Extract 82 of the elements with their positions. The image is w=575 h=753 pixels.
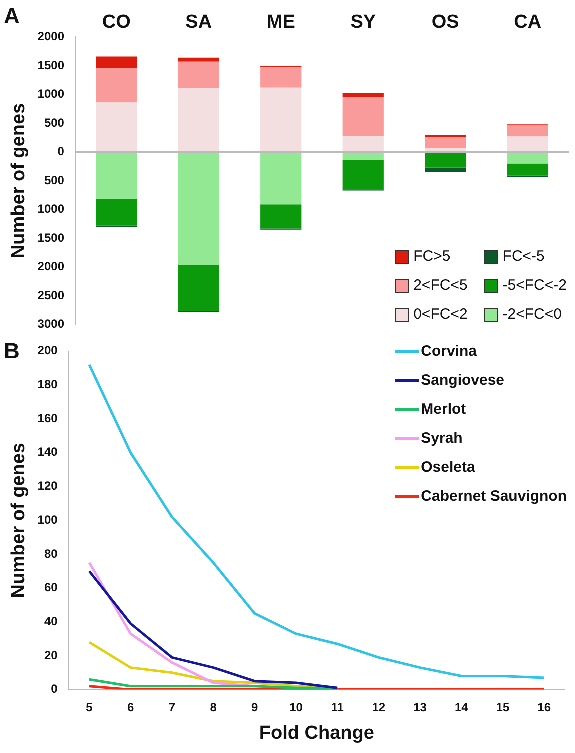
bar bbox=[425, 137, 466, 148]
x-tick-label: 16 bbox=[538, 700, 552, 714]
x-tick-label: 14 bbox=[454, 700, 469, 714]
y-axis-title: Number of genes bbox=[8, 443, 30, 598]
y-tick-label: 1000 bbox=[38, 202, 65, 216]
bar bbox=[178, 152, 220, 266]
legend-label: -2<FC<0 bbox=[502, 306, 562, 323]
bar bbox=[96, 68, 138, 103]
bar bbox=[342, 97, 384, 136]
x-tick-label: 6 bbox=[128, 700, 134, 714]
legend-label: Syrah bbox=[421, 430, 463, 447]
y-axis-title: Number of genes bbox=[8, 103, 30, 259]
y-tick-label: 2000 bbox=[38, 30, 65, 44]
x-tick-label: 15 bbox=[496, 700, 510, 714]
bar bbox=[260, 68, 302, 88]
bar bbox=[425, 153, 466, 168]
y-tick-label: 200 bbox=[38, 344, 58, 358]
legend-label: 2<FC<5 bbox=[414, 277, 468, 294]
y-tick-label: 140 bbox=[38, 445, 58, 460]
legend-label: 0<FC<2 bbox=[414, 306, 468, 323]
bar bbox=[178, 88, 220, 152]
x-axis-title: Fold Change bbox=[259, 722, 374, 744]
x-tick-label: ME bbox=[266, 12, 296, 34]
bar bbox=[260, 204, 302, 229]
y-tick-label: 100 bbox=[38, 512, 58, 527]
y-tick-label: 500 bbox=[44, 116, 65, 130]
y-tick-label: 80 bbox=[44, 546, 58, 561]
bar bbox=[507, 164, 548, 176]
x-tick-label: SY bbox=[350, 12, 376, 34]
x-tick-label: 10 bbox=[290, 700, 304, 714]
y-tick-label: 1500 bbox=[38, 230, 65, 245]
bar bbox=[342, 160, 384, 190]
bar bbox=[96, 199, 138, 226]
bar bbox=[260, 152, 302, 205]
x-tick-label: CA bbox=[514, 12, 542, 34]
y-tick-label: 500 bbox=[44, 173, 65, 188]
x-tick-label: OS bbox=[432, 12, 460, 34]
bar bbox=[178, 266, 220, 311]
x-tick-label: 8 bbox=[210, 700, 218, 714]
legend-label: Sangiovese bbox=[421, 372, 505, 389]
bar bbox=[178, 62, 220, 88]
bar bbox=[342, 92, 384, 98]
legend-label: Corvina bbox=[421, 343, 477, 360]
bar bbox=[96, 152, 138, 200]
legend-label: Cabernet Sauvignon bbox=[421, 488, 567, 505]
bar bbox=[260, 88, 302, 152]
legend-label: FC<-5 bbox=[502, 248, 545, 265]
y-tick-label: 0 bbox=[58, 144, 65, 159]
y-tick-label: 3000 bbox=[38, 317, 65, 332]
bar bbox=[178, 58, 220, 62]
y-tick-label: 2500 bbox=[38, 288, 65, 302]
legend-label: -5<FC<-2 bbox=[502, 277, 567, 294]
legend-label: Merlot bbox=[421, 401, 466, 418]
y-tick-label: 20 bbox=[44, 648, 58, 662]
bar bbox=[507, 126, 548, 137]
x-tick-label: 12 bbox=[372, 700, 386, 714]
y-tick-label: 0 bbox=[51, 682, 58, 696]
y-tick-label: 1000 bbox=[38, 87, 65, 102]
y-tick-label: 2000 bbox=[38, 260, 65, 274]
x-tick-label: 13 bbox=[414, 700, 428, 714]
chart-title: A bbox=[4, 3, 20, 28]
bar bbox=[96, 102, 138, 152]
x-tick-label: 11 bbox=[331, 700, 344, 714]
y-tick-label: 60 bbox=[44, 580, 58, 595]
chart-title: B bbox=[4, 338, 20, 364]
x-tick-label: 5 bbox=[86, 700, 94, 714]
legend-label: Oseleta bbox=[421, 459, 476, 476]
x-tick-label: SA bbox=[186, 12, 212, 34]
x-tick-label: CO bbox=[102, 12, 131, 34]
y-tick-label: 120 bbox=[38, 479, 58, 494]
bar bbox=[507, 152, 548, 164]
x-tick-label: 7 bbox=[168, 700, 176, 714]
y-tick-label: 160 bbox=[38, 411, 58, 426]
y-tick-label: 180 bbox=[38, 378, 58, 392]
bar bbox=[96, 56, 138, 68]
legend-label: FC>5 bbox=[414, 248, 451, 265]
y-tick-label: 40 bbox=[44, 614, 58, 628]
bar bbox=[507, 136, 548, 152]
x-tick-label: 9 bbox=[252, 700, 259, 714]
bar bbox=[425, 168, 466, 172]
bar bbox=[342, 136, 384, 152]
y-tick-label: 1500 bbox=[38, 58, 65, 72]
